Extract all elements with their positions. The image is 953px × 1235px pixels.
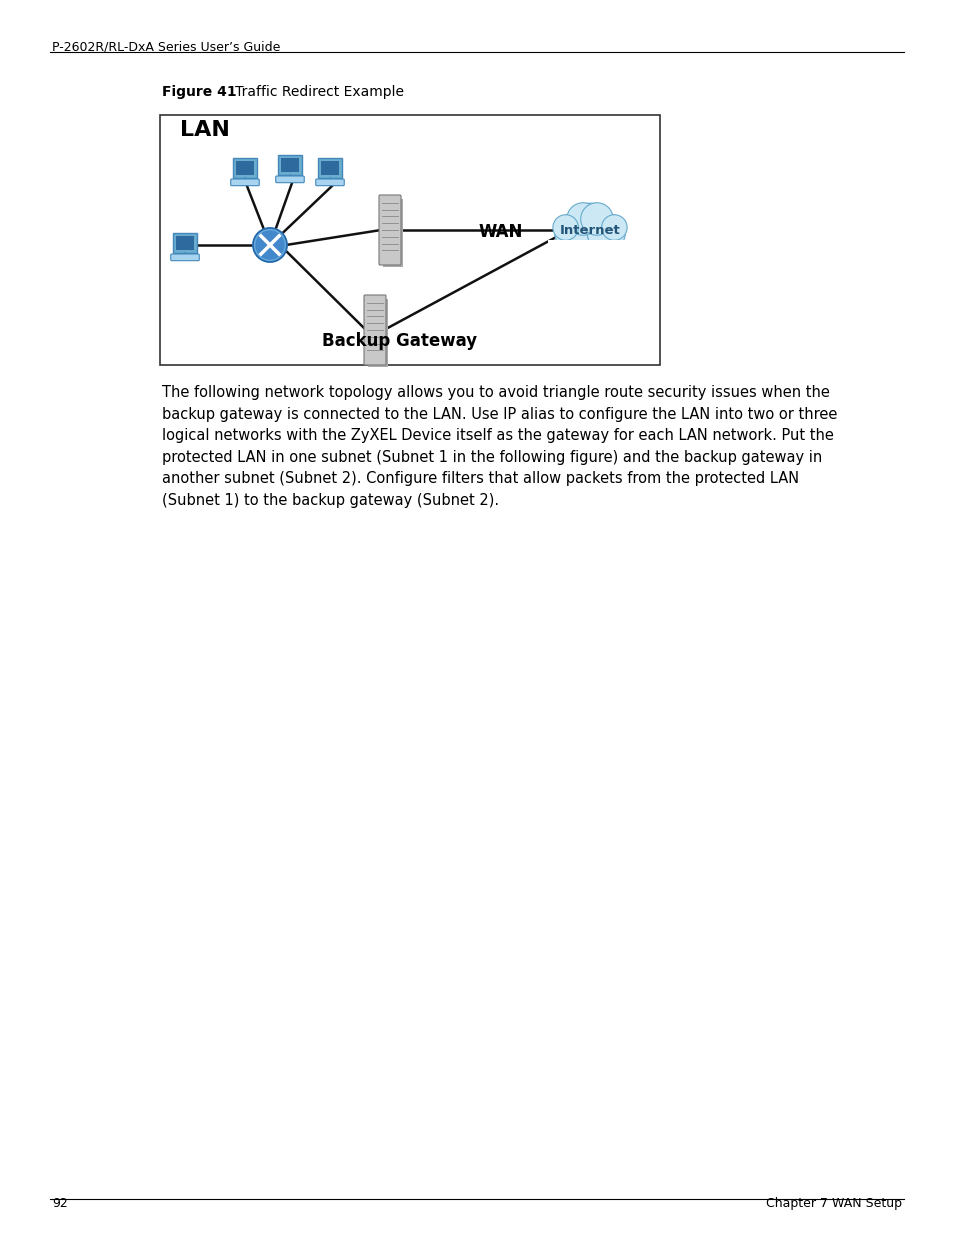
FancyBboxPatch shape — [171, 254, 199, 261]
FancyBboxPatch shape — [175, 236, 194, 249]
FancyBboxPatch shape — [277, 156, 302, 175]
Circle shape — [566, 203, 598, 235]
Text: The following network topology allows you to avoid triangle route security issue: The following network topology allows yo… — [162, 385, 837, 508]
FancyBboxPatch shape — [315, 179, 344, 185]
FancyBboxPatch shape — [275, 177, 304, 183]
Text: Figure 41: Figure 41 — [162, 85, 236, 99]
Text: Internet: Internet — [559, 224, 619, 236]
Circle shape — [586, 214, 625, 252]
FancyBboxPatch shape — [368, 299, 388, 367]
Circle shape — [253, 228, 287, 262]
FancyBboxPatch shape — [364, 295, 386, 366]
FancyBboxPatch shape — [280, 158, 299, 172]
Text: Chapter 7 WAN Setup: Chapter 7 WAN Setup — [765, 1197, 901, 1210]
Circle shape — [580, 203, 613, 235]
Circle shape — [553, 215, 578, 241]
Circle shape — [601, 215, 626, 241]
Text: 92: 92 — [52, 1197, 68, 1210]
Circle shape — [565, 203, 614, 252]
FancyBboxPatch shape — [382, 199, 402, 267]
FancyBboxPatch shape — [235, 161, 254, 175]
FancyBboxPatch shape — [548, 240, 631, 256]
Circle shape — [255, 231, 284, 259]
FancyBboxPatch shape — [320, 161, 339, 175]
Text: P-2602R/RL-DxA Series User’s Guide: P-2602R/RL-DxA Series User’s Guide — [52, 40, 280, 53]
FancyBboxPatch shape — [317, 158, 342, 178]
Text: Backup Gateway: Backup Gateway — [322, 332, 477, 350]
Text: Traffic Redirect Example: Traffic Redirect Example — [222, 85, 403, 99]
FancyBboxPatch shape — [231, 179, 259, 185]
Text: LAN: LAN — [180, 120, 230, 140]
Text: WAN: WAN — [478, 224, 522, 241]
FancyBboxPatch shape — [378, 195, 400, 266]
FancyBboxPatch shape — [233, 158, 257, 178]
FancyBboxPatch shape — [172, 233, 197, 253]
Circle shape — [554, 214, 592, 252]
FancyBboxPatch shape — [160, 115, 659, 366]
